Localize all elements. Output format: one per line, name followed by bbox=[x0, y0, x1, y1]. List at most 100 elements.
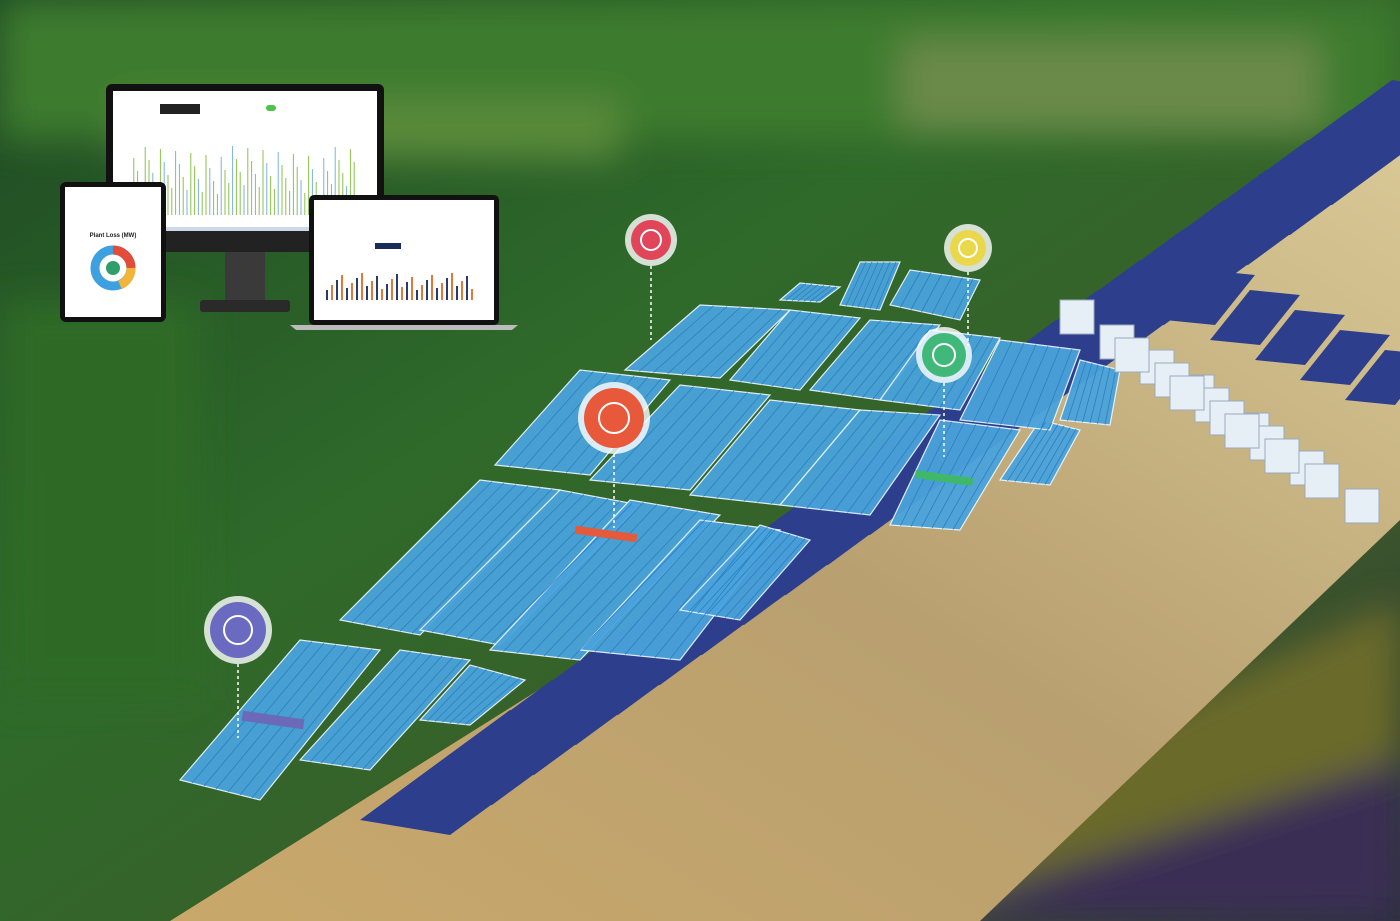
panel-row bbox=[649, 390, 735, 487]
panel-row bbox=[710, 309, 782, 378]
panel-row bbox=[730, 404, 811, 500]
panel-row bbox=[449, 673, 504, 724]
panel-row bbox=[1089, 365, 1105, 424]
panel-block bbox=[778, 409, 942, 516]
panel-row bbox=[251, 648, 373, 799]
panel-row bbox=[875, 261, 897, 310]
panel-row bbox=[1104, 368, 1117, 425]
panel-row bbox=[1037, 427, 1071, 484]
building bbox=[1224, 413, 1260, 449]
panel-row bbox=[467, 498, 609, 640]
building bbox=[1344, 488, 1380, 524]
panel-row bbox=[761, 313, 822, 385]
panel-row bbox=[1014, 422, 1053, 482]
laptop-bar bbox=[371, 281, 373, 300]
panel-row bbox=[973, 341, 1013, 422]
laptop-bar bbox=[441, 283, 443, 300]
status-icon-glyph bbox=[223, 615, 253, 645]
laptop-bar bbox=[341, 275, 343, 300]
laptop-bar bbox=[386, 284, 388, 300]
laptop-bar bbox=[456, 286, 458, 300]
panel-row bbox=[351, 481, 493, 623]
panel-row bbox=[862, 323, 923, 398]
panel-row bbox=[820, 412, 897, 510]
laptop-bar bbox=[391, 279, 393, 300]
tablet-title: Plant Loss (MW) bbox=[90, 233, 137, 239]
panel-block bbox=[488, 499, 722, 661]
panel-row bbox=[860, 414, 933, 515]
panel-row bbox=[341, 655, 443, 767]
panel-row bbox=[900, 271, 921, 308]
fault-row bbox=[241, 710, 305, 730]
panel-row bbox=[803, 285, 825, 302]
laptop-bar bbox=[346, 288, 348, 300]
status-icons bbox=[204, 214, 992, 738]
laptop-bar bbox=[381, 289, 383, 300]
panel-row bbox=[724, 535, 798, 618]
panel-row bbox=[857, 261, 879, 308]
laptop-bar bbox=[331, 285, 333, 300]
building bbox=[1304, 463, 1340, 499]
status-icon bbox=[922, 333, 966, 377]
panel-row bbox=[443, 494, 585, 635]
panel-row bbox=[411, 488, 553, 634]
panel-row bbox=[797, 284, 819, 302]
panel-row bbox=[1044, 428, 1077, 485]
panel-row bbox=[455, 496, 597, 638]
fault-row bbox=[574, 525, 638, 543]
panel-row bbox=[782, 315, 843, 388]
panel-row bbox=[1022, 424, 1059, 483]
panel-row bbox=[847, 413, 921, 513]
panel-row bbox=[740, 310, 801, 382]
panel-row bbox=[791, 283, 813, 301]
panel-row bbox=[785, 283, 807, 301]
panel-row bbox=[679, 393, 762, 490]
panel-row bbox=[863, 261, 885, 309]
laptop-bar bbox=[361, 273, 363, 300]
panel-row bbox=[653, 306, 728, 373]
panel-row bbox=[431, 491, 573, 633]
status-icon bbox=[210, 602, 266, 658]
panel-row bbox=[434, 669, 487, 722]
panel-row bbox=[715, 533, 791, 617]
panel-row bbox=[375, 484, 517, 628]
laptop-bar bbox=[366, 286, 368, 300]
panel-row bbox=[491, 503, 633, 644]
panel-row bbox=[1007, 421, 1047, 481]
panel-row bbox=[986, 342, 1025, 424]
panel-block bbox=[808, 319, 942, 401]
laptop-bar bbox=[401, 287, 403, 300]
panel-row bbox=[815, 286, 837, 303]
panel-row bbox=[594, 521, 713, 652]
building bbox=[1264, 438, 1300, 474]
panel-row bbox=[793, 410, 873, 507]
laptop bbox=[290, 195, 518, 330]
panel-row bbox=[1027, 347, 1061, 428]
panel-block bbox=[998, 419, 1081, 486]
status-icon bbox=[631, 220, 671, 260]
panel-row bbox=[703, 401, 784, 497]
panel-row bbox=[910, 272, 932, 310]
panel-row bbox=[952, 428, 1013, 530]
panel-row bbox=[664, 392, 748, 488]
dark-panels bbox=[1210, 290, 1300, 345]
panel-row bbox=[442, 671, 496, 723]
panel-row bbox=[1040, 348, 1073, 430]
inverter-buildings bbox=[1059, 299, 1380, 524]
laptop-bar bbox=[336, 280, 338, 300]
panel-row bbox=[733, 538, 806, 620]
status-icon-glyph bbox=[640, 229, 662, 251]
status-icon-glyph bbox=[958, 238, 978, 258]
panel-row bbox=[681, 307, 755, 376]
panel-row bbox=[770, 408, 852, 505]
panel-row bbox=[820, 320, 881, 392]
panel-row bbox=[654, 527, 761, 658]
panel-row bbox=[362, 658, 464, 770]
laptop-bar bbox=[446, 278, 448, 300]
panel-row bbox=[851, 322, 913, 397]
panel-row bbox=[543, 508, 685, 657]
panel-row bbox=[638, 305, 714, 372]
panel-row bbox=[750, 312, 812, 384]
panel-row bbox=[320, 652, 422, 764]
